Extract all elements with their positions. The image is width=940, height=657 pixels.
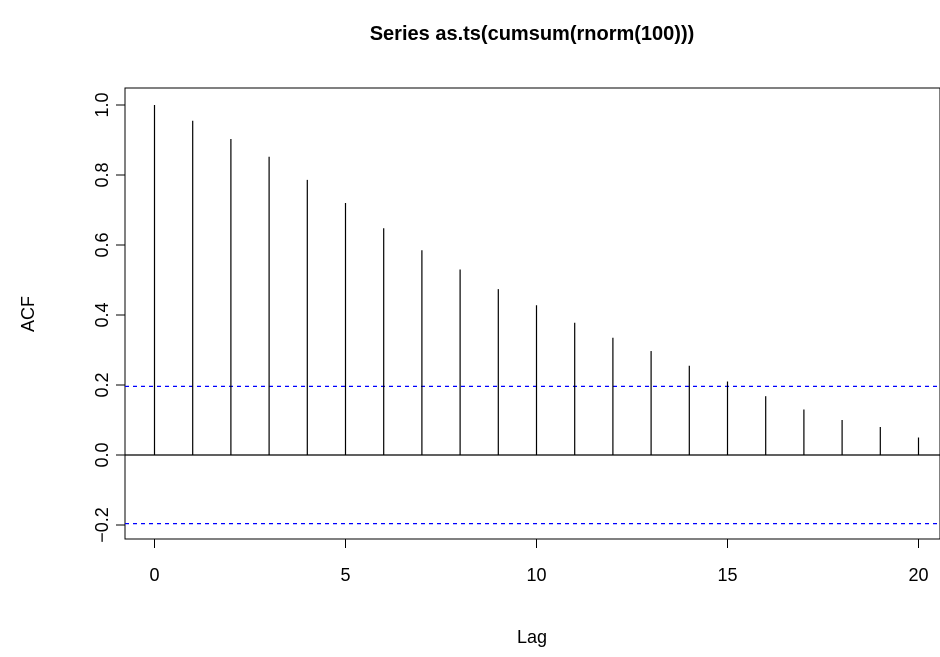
y-tick-label: −0.2 — [92, 507, 112, 543]
x-tick-label: 10 — [526, 565, 546, 585]
y-tick-label: 0.2 — [92, 372, 112, 397]
acf-sticks — [153, 105, 920, 455]
y-tick-label: 0.0 — [92, 442, 112, 467]
y-tick-label: 0.8 — [92, 162, 112, 187]
x-axis: 0 5 10 15 20 — [149, 539, 929, 585]
y-axis-label: ACF — [18, 296, 38, 332]
y-axis: −0.2 0.0 0.2 0.4 0.6 0.8 1.0 — [92, 92, 125, 543]
x-tick-label: 5 — [340, 565, 350, 585]
chart-title: Series as.ts(cumsum(rnorm(100))) — [370, 23, 695, 45]
x-axis-label: Lag — [517, 627, 547, 647]
x-tick-label: 0 — [149, 565, 159, 585]
y-tick-label: 1.0 — [92, 92, 112, 117]
x-tick-label: 15 — [717, 565, 737, 585]
y-tick-label: 0.6 — [92, 232, 112, 257]
y-tick-label: 0.4 — [92, 302, 112, 327]
plot-frame — [124, 87, 940, 540]
x-tick-label: 20 — [908, 565, 928, 585]
